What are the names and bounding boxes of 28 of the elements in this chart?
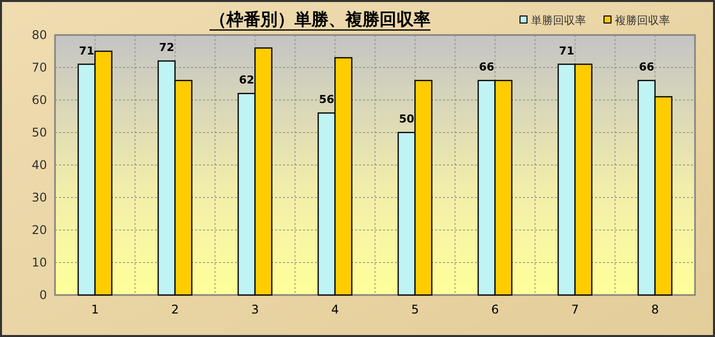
- x-tick-label: 3: [251, 302, 259, 317]
- x-tick-label: 5: [411, 302, 419, 317]
- y-tick-label: 40: [32, 158, 47, 172]
- x-tick-label: 6: [491, 302, 499, 317]
- y-tick-label: 50: [32, 125, 47, 140]
- legend-label: 単勝回収率: [531, 14, 586, 27]
- data-label: 72: [158, 41, 174, 54]
- data-label: 62: [238, 74, 254, 86]
- data-label: 71: [558, 44, 574, 58]
- x-tick-label: 1: [91, 302, 99, 317]
- data-label: 66: [638, 60, 655, 74]
- data-label: 66: [478, 60, 495, 74]
- y-tick-label: 30: [32, 190, 47, 204]
- legend-label: 複勝回収率: [615, 14, 670, 27]
- data-label: 71: [78, 44, 94, 58]
- y-tick-label: 0: [39, 288, 47, 302]
- y-tick-label: 80: [32, 28, 47, 42]
- x-tick-label: 4: [331, 302, 339, 317]
- chart-title: （枠番別）単勝、複勝回収率: [210, 10, 430, 30]
- y-tick-label: 20: [32, 222, 47, 237]
- x-tick-label: 7: [571, 302, 579, 317]
- data-label: 50: [398, 112, 415, 126]
- x-tick-label: 2: [171, 302, 179, 317]
- y-tick-label: 70: [32, 60, 47, 74]
- y-tick-label: 10: [32, 255, 47, 270]
- y-tick-label: 60: [32, 92, 47, 107]
- data-label: 56: [318, 93, 335, 106]
- x-tick-label: 8: [651, 302, 659, 317]
